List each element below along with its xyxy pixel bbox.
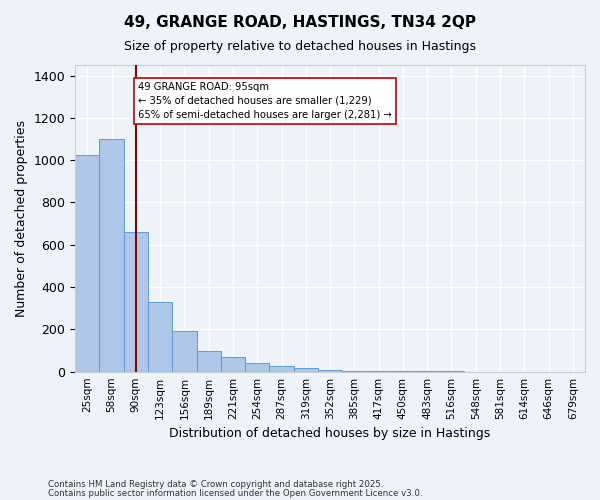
Bar	[293, 368, 318, 372]
Bar	[148, 302, 172, 372]
Text: Contains public sector information licensed under the Open Government Licence v3: Contains public sector information licen…	[48, 488, 422, 498]
Bar	[318, 370, 342, 372]
Bar	[342, 370, 367, 372]
Bar	[269, 366, 293, 372]
Text: Contains HM Land Registry data © Crown copyright and database right 2025.: Contains HM Land Registry data © Crown c…	[48, 480, 383, 489]
Text: 49 GRANGE ROAD: 95sqm
← 35% of detached houses are smaller (1,229)
65% of semi-d: 49 GRANGE ROAD: 95sqm ← 35% of detached …	[138, 82, 392, 120]
Bar	[245, 363, 269, 372]
Bar	[75, 155, 100, 372]
Bar	[197, 350, 221, 372]
Text: Size of property relative to detached houses in Hastings: Size of property relative to detached ho…	[124, 40, 476, 53]
Bar	[172, 332, 197, 372]
Y-axis label: Number of detached properties: Number of detached properties	[15, 120, 28, 317]
Text: 49, GRANGE ROAD, HASTINGS, TN34 2QP: 49, GRANGE ROAD, HASTINGS, TN34 2QP	[124, 15, 476, 30]
Bar	[124, 232, 148, 372]
Bar	[367, 371, 391, 372]
Bar	[221, 357, 245, 372]
X-axis label: Distribution of detached houses by size in Hastings: Distribution of detached houses by size …	[169, 427, 491, 440]
Bar	[100, 139, 124, 372]
